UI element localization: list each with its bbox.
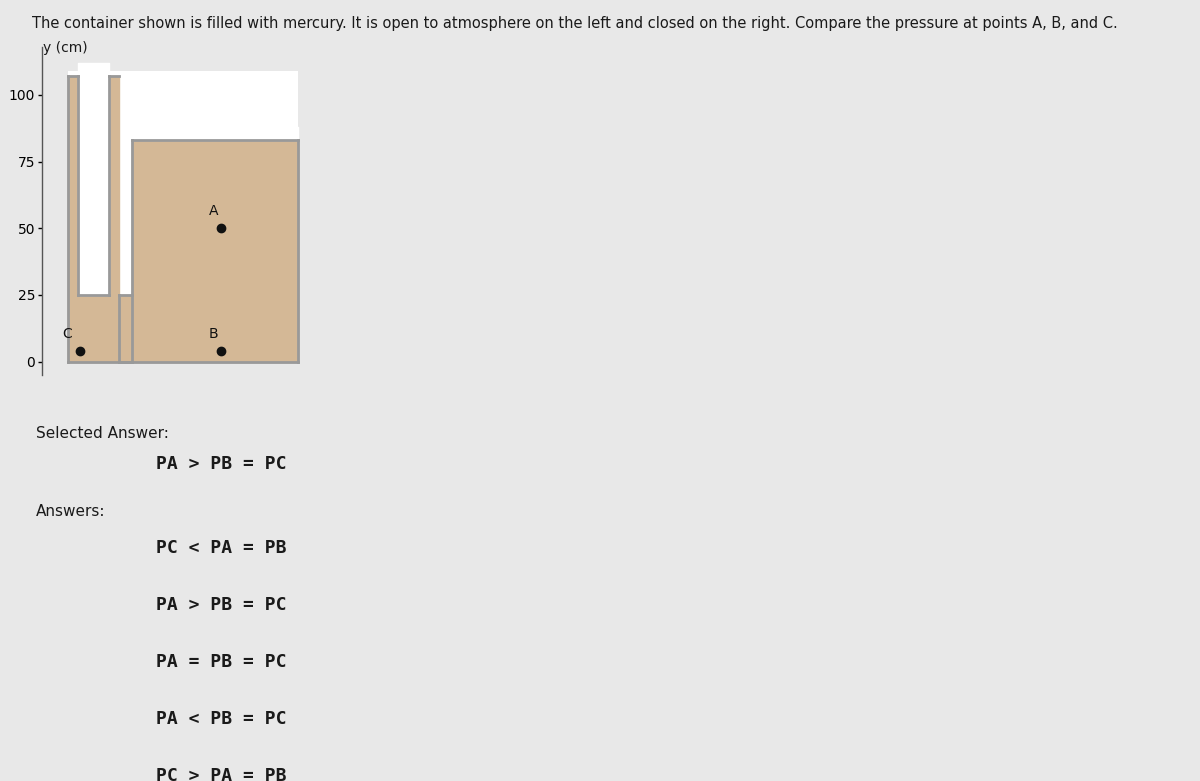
Text: C: C	[62, 326, 72, 341]
Text: Answers:: Answers:	[36, 504, 106, 519]
Text: Selected Answer:: Selected Answer:	[36, 426, 169, 440]
Text: B: B	[209, 326, 218, 341]
Text: A: A	[209, 204, 218, 218]
Text: The container shown is filled with mercury. It is open to atmosphere on the left: The container shown is filled with mercu…	[32, 16, 1118, 30]
Text: PA > PB = PC: PA > PB = PC	[156, 455, 287, 473]
Text: PC > PA = PB: PC > PA = PB	[156, 767, 287, 781]
Text: PA < PB = PC: PA < PB = PC	[156, 710, 287, 728]
Bar	[67, 71, 299, 362]
Text: PC < PA = PB: PC < PA = PB	[156, 539, 287, 557]
Text: PA > PB = PC: PA > PB = PC	[156, 596, 287, 614]
Text: y (cm): y (cm)	[43, 41, 88, 55]
Text: PA = PB = PC: PA = PB = PC	[156, 653, 287, 671]
